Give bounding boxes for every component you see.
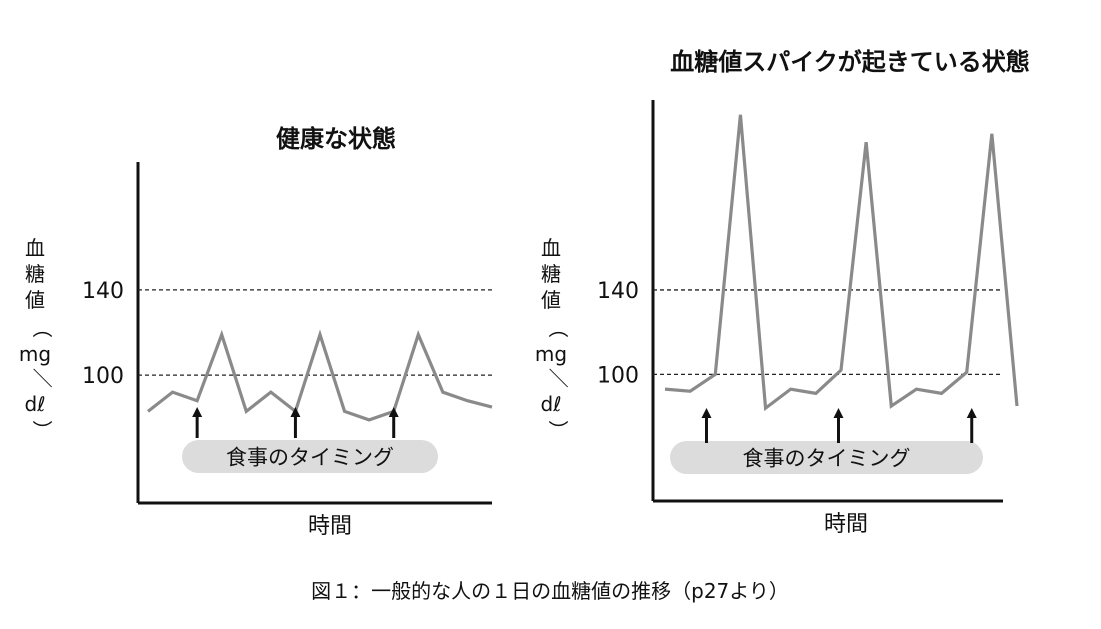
meal-arrow — [966, 408, 977, 443]
x-axis-label: 時間 — [308, 514, 352, 539]
blood-glucose-line — [664, 114, 1019, 412]
y-label-char: 血 — [25, 236, 45, 260]
chart-spike: 血糖値スパイクが起きている状態 100 140 血糖値 （ mg／ dℓ ） 食事のタイミング時… — [535, 48, 1030, 537]
y-label-char: 値 — [541, 288, 561, 312]
meal-arrow — [701, 408, 712, 443]
y-axis-label: 血糖値 （ mg／ dℓ ） — [535, 236, 570, 440]
meal-arrow — [192, 407, 203, 438]
y-tick-label: 140 — [82, 279, 124, 304]
y-label-char: mg — [535, 342, 567, 366]
meal-timing-pill — [670, 441, 983, 474]
y-label-char: 値 — [25, 288, 45, 312]
y-label-char: ） — [546, 420, 570, 440]
y-label-char: 糖 — [541, 262, 561, 286]
y-label-char: ／ — [30, 368, 54, 388]
y-tick-label: 100 — [597, 363, 639, 388]
y-label-char: dℓ — [541, 392, 562, 416]
y-label-char: ／ — [546, 368, 570, 388]
meal-arrow — [290, 407, 301, 438]
x-axis-label: 時間 — [824, 512, 868, 537]
y-label-char: 糖 — [25, 262, 45, 286]
blood-glucose-line — [147, 329, 493, 422]
chart-title: 血糖値スパイクが起きている状態 — [670, 48, 1030, 76]
figure-caption: 図１：一般的な人の１日の血糖値の推移（p27より） — [311, 579, 789, 603]
y-label-char: ） — [30, 420, 54, 440]
y-label-char: （ — [546, 318, 570, 338]
meal-timing-label: 食事のタイミング — [226, 446, 394, 470]
y-label-char: （ — [30, 318, 54, 338]
y-tick-label: 140 — [597, 279, 639, 304]
meal-timing-label: 食事のタイミング — [743, 447, 911, 471]
meal-arrow — [388, 407, 399, 438]
meal-arrow — [833, 408, 844, 443]
y-tick-label: 100 — [82, 364, 124, 389]
y-label-char: 血 — [541, 236, 561, 260]
meal-timing-pill — [182, 440, 438, 473]
y-label-char: dℓ — [25, 392, 46, 416]
chart-title: 健康な状態 — [276, 125, 396, 153]
y-label-char: mg — [19, 342, 51, 366]
y-axis-label: 血糖値 （ mg／ dℓ ） — [19, 236, 54, 440]
